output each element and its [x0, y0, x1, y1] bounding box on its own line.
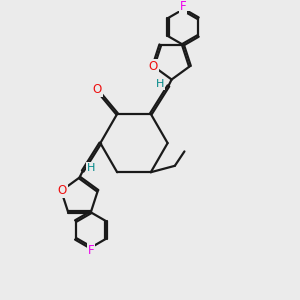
Text: O: O: [57, 184, 67, 197]
Text: F: F: [88, 244, 94, 257]
Text: O: O: [92, 83, 102, 96]
Text: H: H: [87, 163, 96, 173]
Text: H: H: [156, 79, 165, 89]
Text: F: F: [180, 0, 186, 13]
Text: O: O: [149, 60, 158, 73]
